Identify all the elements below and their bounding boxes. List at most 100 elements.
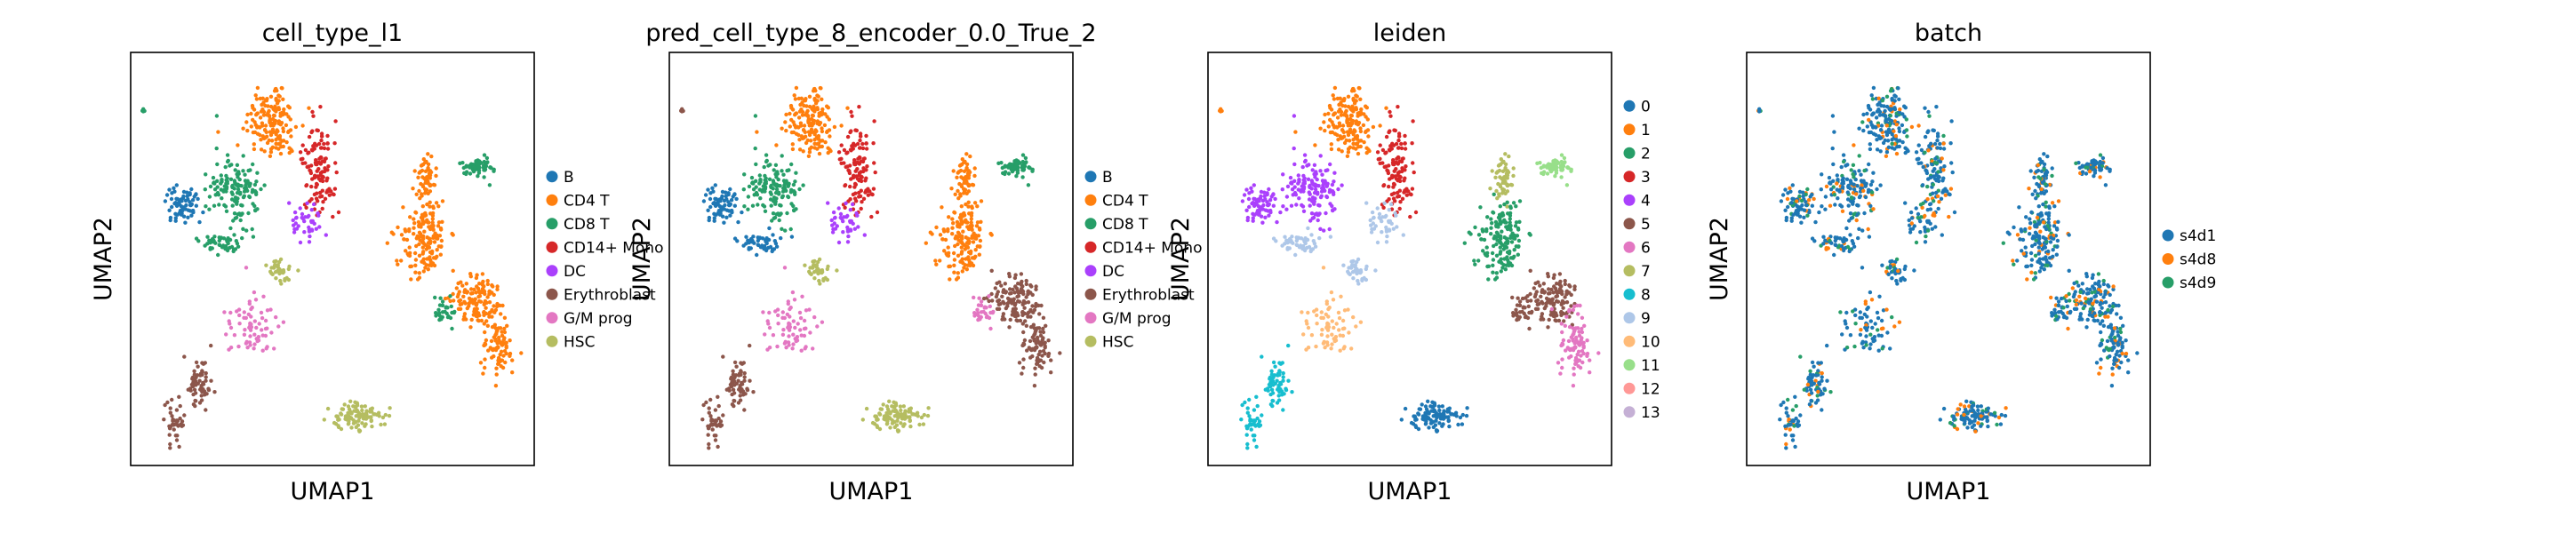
scatter-point (1483, 251, 1487, 256)
scatter-point (1404, 193, 1410, 197)
scatter-point (1326, 124, 1332, 129)
scatter-point (1488, 187, 1492, 191)
scatter-point (300, 215, 304, 220)
scatter-point (1550, 165, 1555, 170)
scatter-point (1820, 172, 1824, 177)
scatter-point (1880, 263, 1884, 267)
scatter-point (293, 221, 298, 226)
scatter-point (1320, 186, 1324, 191)
scatter-point (1316, 192, 1320, 196)
scatter-point (421, 269, 426, 274)
scatter-point (1285, 247, 1290, 251)
scatter-point (1380, 215, 1385, 219)
scatter-point (1869, 190, 1875, 195)
scatter-point (1036, 335, 1040, 340)
scatter-point (1319, 310, 1324, 314)
scatter-point (252, 107, 257, 112)
legend-marker (1623, 194, 1636, 206)
scatter-point (449, 304, 453, 309)
scatter-point (1926, 109, 1931, 115)
scatter-point (1336, 310, 1341, 315)
scatter-point (793, 179, 797, 184)
scatter-point (1252, 438, 1257, 442)
legend-marker (546, 335, 558, 347)
scatter-point (799, 96, 804, 101)
scatter-point (812, 276, 817, 281)
scatter-point (1512, 248, 1516, 252)
scatter-point (259, 138, 263, 142)
scatter-point (1855, 184, 1860, 188)
scatter-point (710, 186, 715, 190)
scatter-point (263, 326, 268, 331)
scatter-point (1006, 171, 1012, 176)
scatter-point (1268, 402, 1274, 407)
scatter-point (1036, 352, 1041, 357)
scatter-point (1242, 193, 1247, 197)
scatter-point (1318, 126, 1323, 131)
scatter-point (823, 275, 828, 281)
scatter-point (924, 241, 929, 245)
scatter-point (314, 227, 318, 231)
scatter-point (1489, 217, 1493, 221)
scatter-point (1564, 183, 1570, 187)
scatter-point (1337, 328, 1341, 332)
scatter-point (1812, 239, 1817, 243)
scatter-point (278, 278, 283, 283)
scatter-point (806, 154, 812, 158)
scatter-point (412, 221, 417, 226)
scatter-point (842, 215, 846, 219)
scatter-point (305, 201, 309, 205)
scatter-point (277, 133, 283, 139)
scatter-point (1280, 361, 1285, 365)
scatter-point (853, 191, 858, 195)
scatter-point (1950, 170, 1955, 175)
scatter-point (1797, 205, 1802, 210)
scatter-point (1819, 187, 1823, 192)
scatter-point (1925, 228, 1931, 233)
scatter-point (1508, 182, 1514, 187)
scatter-point (1327, 306, 1332, 310)
scatter-point (170, 191, 174, 195)
scatter-point (805, 108, 810, 114)
scatter-point (1552, 273, 1556, 277)
scatter-point (1846, 183, 1851, 188)
scatter-point (314, 162, 318, 167)
scatter-point (788, 227, 793, 232)
scatter-point (1380, 147, 1386, 153)
scatter-point (783, 228, 788, 233)
scatter-point (981, 296, 987, 301)
scatter-point (803, 346, 807, 351)
scatter-point (1323, 128, 1327, 133)
scatter-point (780, 315, 785, 320)
scatter-point (707, 410, 711, 415)
scatter-point (729, 198, 734, 203)
scatter-point (797, 187, 802, 192)
scatter-point (1578, 365, 1583, 370)
scatter-point (1547, 162, 1551, 166)
scatter-point (182, 354, 187, 359)
scatter-point (1410, 141, 1414, 146)
scatter-point (1896, 268, 1900, 274)
scatter-point (324, 233, 328, 237)
scatter-point (1384, 240, 1389, 244)
scatter-point (268, 94, 274, 99)
scatter-point (1342, 308, 1348, 313)
scatter-point (1035, 326, 1040, 330)
scatter-point (436, 224, 441, 228)
scatter-point (1038, 330, 1043, 334)
scatter-point (972, 201, 978, 205)
scatter-point (325, 147, 331, 151)
scatter-point (248, 334, 252, 338)
scatter-point (796, 115, 802, 120)
scatter-point (776, 322, 780, 326)
scatter-point (987, 298, 991, 304)
scatter-point (1323, 188, 1327, 193)
scatter-point (817, 151, 822, 156)
scatter-point (964, 167, 969, 171)
scatter-point (346, 412, 350, 418)
scatter-point (262, 183, 267, 187)
scatter-point (901, 404, 906, 409)
scatter-point (853, 182, 858, 187)
scatter-point (1924, 234, 1928, 239)
